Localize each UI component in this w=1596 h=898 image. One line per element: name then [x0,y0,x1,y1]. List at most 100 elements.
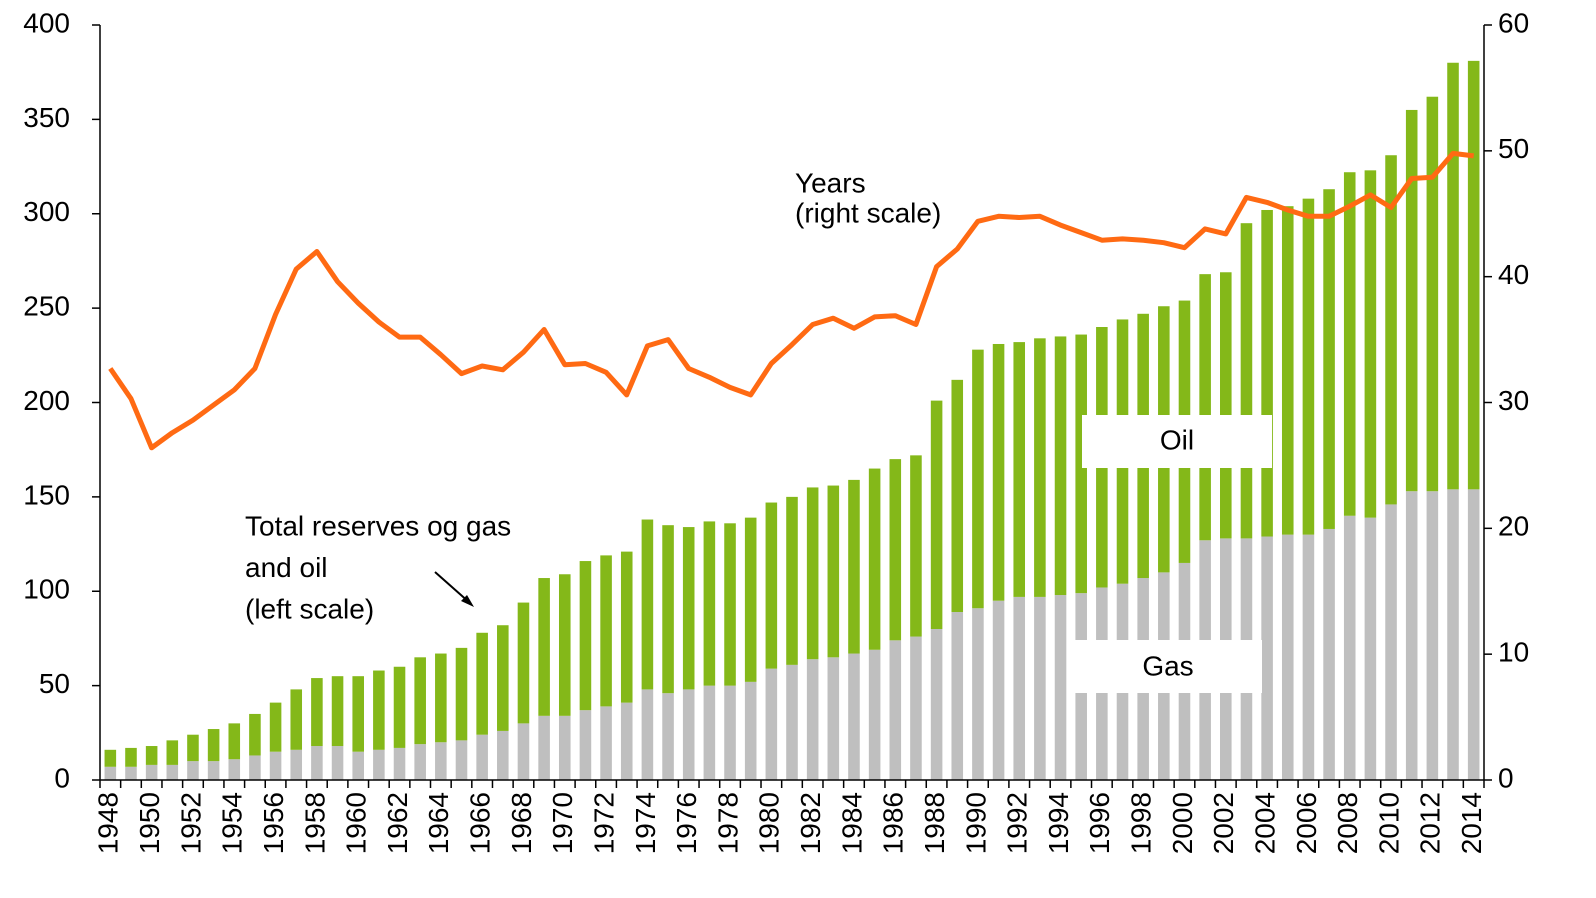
x-tick-label: 1992 [1002,792,1033,854]
bar [620,551,633,703]
x-tick-label: 1962 [382,792,413,854]
x-tick-label: 1960 [341,792,372,854]
bar [455,647,468,741]
annotation: (left scale) [245,593,374,624]
bar [1013,596,1026,780]
bar [806,659,819,780]
x-tick-label: 1958 [299,792,330,854]
x-tick-label: 1954 [217,792,248,854]
bar [435,742,447,780]
y2-tick-label: 60 [1498,7,1529,38]
bar [393,666,406,748]
bar [641,689,654,780]
bar [331,746,344,780]
bar [1302,198,1315,535]
bar [744,681,757,780]
bar [166,764,179,780]
bar [290,749,303,780]
x-tick-label: 1948 [93,792,124,854]
bar [352,751,364,780]
bar [476,632,488,735]
bar [1220,272,1232,539]
bar [786,496,798,665]
x-tick-label: 2010 [1373,792,1404,854]
x-tick-label: 1988 [919,792,950,854]
gas-label-box [1068,640,1262,693]
bar [558,574,571,716]
annotation: and oil [245,552,328,583]
x-tick-label: 1968 [506,792,537,854]
bar [1426,491,1439,780]
bar [1261,209,1273,537]
bar [1240,223,1253,539]
bar [538,715,550,780]
x-tick-label: 2006 [1291,792,1322,854]
bar [662,525,674,694]
bar [331,676,344,747]
series-label: Oil [1160,424,1194,455]
bar [868,649,881,780]
bar [972,608,984,780]
bar [724,685,736,780]
annotation: (right scale) [795,197,941,228]
x-tick-label: 1990 [960,792,991,854]
y2-tick-label: 50 [1498,133,1529,164]
x-tick-label: 1966 [465,792,496,854]
bar [558,715,571,780]
x-tick-label: 1950 [134,792,165,854]
bar [1054,336,1067,596]
bar [724,523,736,686]
bar [600,706,612,780]
bar [827,657,840,780]
line-series [108,150,1474,451]
bar [269,751,282,780]
bar [1364,170,1377,518]
x-tick-label: 1972 [588,792,619,854]
bar [972,349,984,609]
y-tick-label: 150 [23,479,70,510]
x-tick-label: 1970 [547,792,578,854]
bar [1447,489,1459,780]
x-tick-label: 2002 [1208,792,1239,854]
x-tick-label: 1998 [1126,792,1157,854]
x-tick-label: 1994 [1043,792,1074,854]
bar [538,578,550,716]
bar [827,485,840,658]
bar [1261,536,1273,780]
bar [187,734,199,762]
bar [435,653,447,743]
x-tick-label: 1976 [671,792,702,854]
bar [1034,338,1046,597]
bar [1343,172,1356,516]
bar [207,761,220,780]
x-tick-label: 1978 [712,792,743,854]
bar [930,629,943,780]
bar [352,676,364,752]
bar [207,729,220,762]
y2-tick-label: 10 [1498,637,1529,668]
y-tick-label: 0 [54,762,70,793]
bar [1281,206,1294,535]
bar [393,747,406,780]
bar [145,746,158,765]
bar [1302,534,1315,780]
bar [1405,491,1418,780]
y2-tick-label: 30 [1498,385,1529,416]
bar [1075,334,1087,594]
x-tick-label: 2004 [1249,792,1280,854]
x-tick-label: 2012 [1415,792,1446,854]
x-tick-label: 1996 [1084,792,1115,854]
bar [517,602,530,724]
bar [703,685,716,780]
bar [104,749,117,767]
x-tick-label: 1980 [754,792,785,854]
series-label: Years [795,167,866,198]
bar [1385,155,1397,505]
bar [786,664,798,780]
y-tick-label: 300 [23,196,70,227]
bar [228,759,241,780]
bar [889,459,902,641]
bar [951,612,964,780]
bar [620,702,633,780]
